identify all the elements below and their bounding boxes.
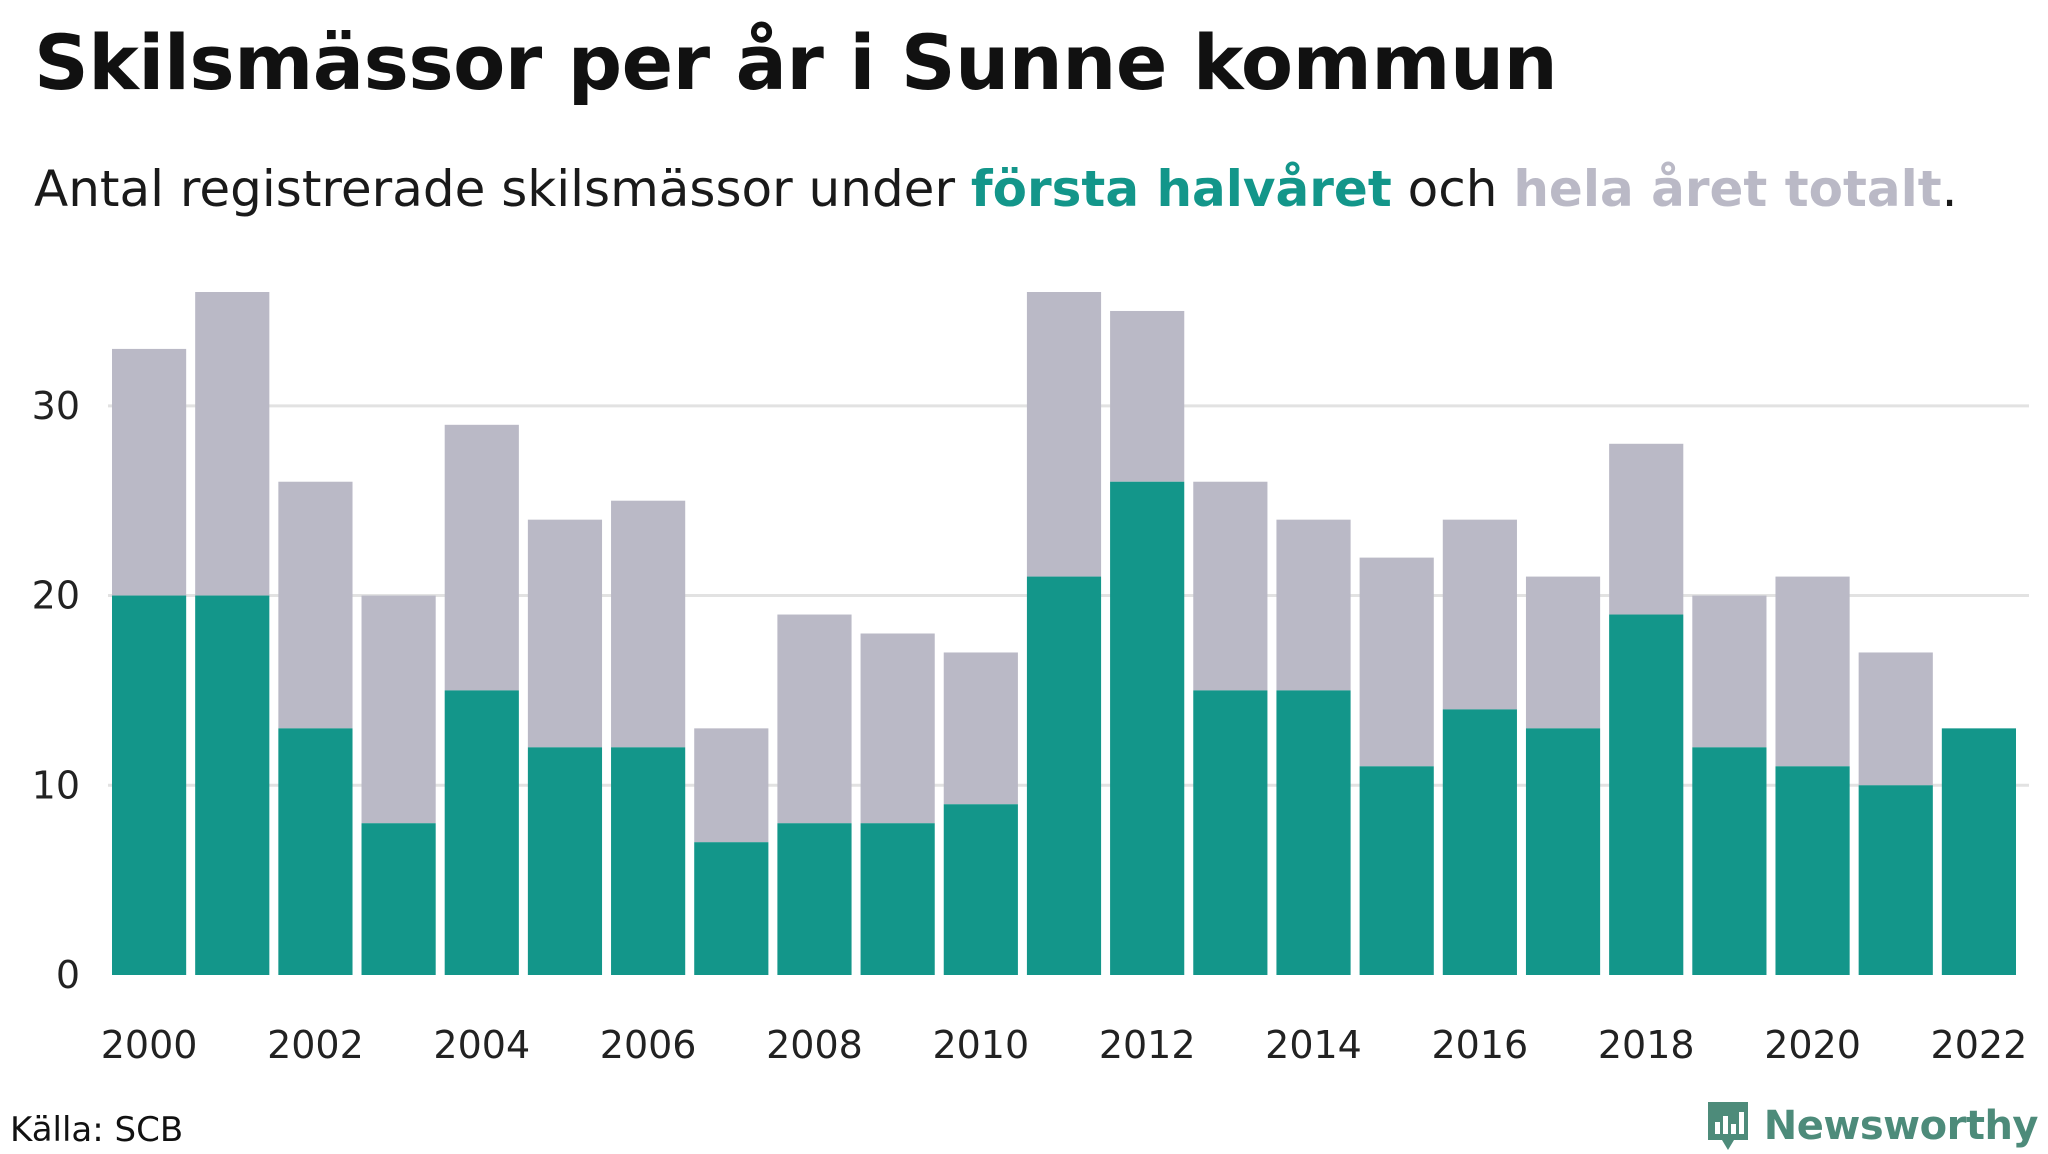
x-axis-ticks: 2000 2002 2004 2006 2008 2010 2012 2014 2016 2018…: [101, 1023, 2028, 1067]
x-tick-label-2000: 2000: [101, 1023, 198, 1067]
chart-subtitle: Antal registrerade skilsmässor under för…: [34, 160, 1958, 218]
bar-first-half-2021: [1858, 785, 1933, 975]
brand-name: Newsworthy: [1763, 1103, 2039, 1149]
bar-total-2004: [444, 424, 519, 691]
bar-first-half-2002: [278, 728, 353, 975]
bar-total-2010: [943, 652, 1018, 805]
bar-chart: 0 10 20 30 2000 2002 2004 2006 2008 2010 2012 2014…: [32, 292, 2029, 1067]
bar-total-2002: [278, 481, 353, 729]
y-tick-label-30: 30: [32, 384, 80, 428]
bars: [112, 292, 2016, 975]
bar-first-half-2012: [1110, 481, 1185, 975]
bar-first-half-2008: [777, 823, 852, 975]
bar-first-half-2004: [444, 690, 519, 975]
bar-first-half-2017: [1525, 728, 1601, 975]
chart-title: Skilsmässor per år i Sunne kommun: [34, 18, 1558, 107]
bar-total-2018: [1609, 443, 1684, 615]
x-tick-label-2008: 2008: [766, 1023, 863, 1067]
bar-first-half-2001: [195, 595, 270, 975]
bar-first-half-2007: [694, 842, 769, 975]
bar-first-half-2014: [1276, 690, 1351, 975]
x-tick-label-2022: 2022: [1931, 1023, 2028, 1067]
x-tick-label-2016: 2016: [1432, 1023, 1529, 1067]
bar-total-2021: [1858, 652, 1933, 786]
bar-total-2009: [860, 633, 935, 824]
bar-total-2012: [1110, 310, 1185, 482]
bar-first-half-2016: [1442, 709, 1517, 975]
x-tick-label-2020: 2020: [1764, 1023, 1861, 1067]
x-tick-label-2002: 2002: [267, 1023, 364, 1067]
y-tick-label-0: 0: [56, 953, 80, 997]
legend-first-half: första halvåret: [970, 160, 1392, 218]
bar-first-half-2019: [1692, 747, 1767, 975]
x-tick-label-2004: 2004: [433, 1023, 530, 1067]
x-tick-label-2010: 2010: [932, 1023, 1029, 1067]
y-tick-label-20: 20: [32, 574, 80, 618]
x-tick-label-2006: 2006: [600, 1023, 697, 1067]
bar-total-2020: [1775, 576, 1850, 767]
subtitle-text-start: Antal registrerade skilsmässor under: [34, 160, 971, 218]
bar-total-2013: [1193, 481, 1268, 691]
legend-total: hela året totalt: [1513, 160, 1942, 218]
bar-total-2014: [1276, 519, 1351, 691]
bar-total-2007: [694, 728, 769, 843]
bar-first-half-2011: [1026, 576, 1102, 975]
bar-first-half-2013: [1193, 690, 1268, 975]
bar-total-2011: [1026, 292, 1102, 577]
bar-first-half-2005: [527, 747, 603, 975]
brand-logo: Newsworthy: [1704, 1098, 2039, 1154]
bar-first-half-2020: [1775, 766, 1850, 975]
bar-first-half-2018: [1609, 614, 1684, 975]
bar-total-2015: [1359, 557, 1434, 767]
x-tick-label-2018: 2018: [1598, 1023, 1695, 1067]
bar-total-2019: [1692, 595, 1767, 748]
bar-first-half-2010: [943, 804, 1018, 975]
bar-total-2008: [777, 614, 852, 824]
bar-total-2017: [1525, 576, 1601, 729]
subtitle-text-end: .: [1941, 160, 1958, 218]
newsworthy-logo-icon: [1707, 1102, 1748, 1150]
source-note: Källa: SCB: [10, 1110, 184, 1150]
bar-first-half-2003: [361, 823, 436, 975]
bar-first-half-2006: [611, 747, 686, 975]
bar-total-2001: [195, 292, 270, 596]
bar-first-half-2000: [112, 595, 187, 975]
bar-total-2016: [1442, 519, 1517, 710]
x-tick-label-2012: 2012: [1099, 1023, 1196, 1067]
y-axis-ticks: 0 10 20 30: [32, 384, 80, 997]
bar-first-half-2022: [1941, 728, 2016, 975]
bar-total-2005: [527, 519, 603, 748]
x-tick-label-2014: 2014: [1265, 1023, 1362, 1067]
y-tick-label-10: 10: [32, 763, 80, 807]
bar-first-half-2015: [1359, 766, 1434, 975]
bar-total-2000: [112, 348, 187, 596]
subtitle-text-mid: och: [1391, 160, 1514, 218]
bar-first-half-2009: [860, 823, 935, 975]
bar-total-2003: [361, 595, 436, 824]
bar-total-2006: [611, 500, 686, 748]
